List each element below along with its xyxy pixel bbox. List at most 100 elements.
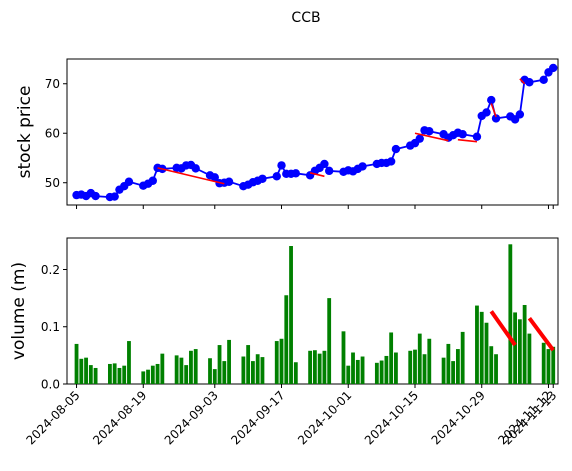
volume-bar [479,311,484,384]
volume-bar [346,365,351,384]
volume-bar [341,331,346,384]
volume-bar [351,352,355,384]
volume-xtick-label: 2024-11-13 [500,388,559,447]
volume-bar [551,346,556,384]
volume-bar [513,312,518,384]
volume-bar [312,350,317,384]
price-point [277,161,286,170]
volume-bar [84,357,88,384]
price-point [320,159,329,169]
volume-ytick-label: 0.1 [41,320,60,334]
volume-trend-line [489,310,517,347]
price-point [224,177,234,186]
volume-bar [189,350,193,384]
price-axes-frame [66,58,559,206]
volume-bar [460,331,465,384]
volume-axes-frame [66,237,559,385]
volume-bar [394,352,398,384]
price-point [425,127,434,136]
price-trend-line [309,172,325,178]
volume-bar [451,361,456,384]
volume-bar [517,319,522,384]
volume-ytick-label: 0.0 [41,378,60,392]
volume-bar [107,363,112,384]
price-trend-line [457,138,478,143]
volume-bar [122,365,127,384]
volume-trend-line [527,316,555,352]
volume-bar [317,353,322,384]
volume-bar [141,371,146,384]
price-panel: 50 60 70 stock price [15,58,559,209]
volume-bar [489,346,494,384]
volume-bar [127,341,131,384]
volume-bar [88,365,93,384]
volume-xtick-label: 2024-10-15 [362,388,421,447]
price-line [76,67,554,199]
volume-bar [208,358,212,384]
price-trend-line [519,78,526,85]
price-point [415,134,424,143]
volume-xtick-label: 2024-08-05 [23,388,82,447]
price-point [549,63,558,73]
price-point [258,174,267,183]
volume-bars [74,244,556,384]
volume-panel: 0.0 0.1 0.2 2024-08-05 2024-08-19 2024-09-03… [9,237,559,447]
volume-bar [279,338,284,384]
volume-bar [541,342,546,384]
volume-bar [179,357,184,384]
volume-bar [441,357,446,384]
volume-bar [413,349,417,384]
volume-y-ticks: 0.0 0.1 0.2 [41,263,67,392]
price-ytick-label: 50 [45,176,60,190]
volume-bar [374,362,379,384]
volume-bar [117,367,122,384]
volume-bar [174,355,179,384]
volume-bar [293,362,298,384]
volume-bar [327,298,332,384]
volume-xtick-label: 2024-08-19 [90,388,149,447]
volume-bar [355,359,360,384]
volume-bar [494,354,498,384]
price-trend-line [490,103,497,118]
volume-bar [246,345,251,384]
price-ylabel: stock price [15,86,35,179]
volume-bar [217,345,222,384]
volume-bar [322,350,327,384]
volume-bar [360,356,365,384]
volume-bar [546,349,551,384]
price-point [472,132,482,141]
volume-bar [255,354,260,384]
price-point [491,114,501,123]
price-point [91,191,100,201]
price-point [210,173,219,182]
volume-bar [484,322,489,384]
volume-bar [241,356,246,384]
volume-bar [308,350,313,384]
price-trend-lines [157,78,526,185]
price-point [386,157,396,166]
volume-ytick-label: 0.2 [41,263,60,277]
volume-bar [389,332,394,384]
price-point [515,110,525,119]
price-point [148,176,158,185]
price-point [487,95,496,105]
volume-bar [455,349,460,384]
volume-bar [475,305,479,384]
volume-bar [274,341,279,384]
volume-xtick-label: 2024-09-03 [162,388,221,447]
price-point [458,130,467,139]
price-point [358,162,367,171]
volume-bar [251,361,255,384]
volume-bar [146,369,150,384]
volume-bar [427,338,432,384]
volume-bar [508,244,513,384]
price-ytick-label: 70 [45,77,60,91]
volume-bar [379,360,384,384]
volume-bar [422,354,427,384]
price-trend-line [414,132,449,142]
price-point [482,108,491,117]
volume-bar [112,363,117,384]
volume-bar [384,355,389,384]
price-point [272,172,281,181]
